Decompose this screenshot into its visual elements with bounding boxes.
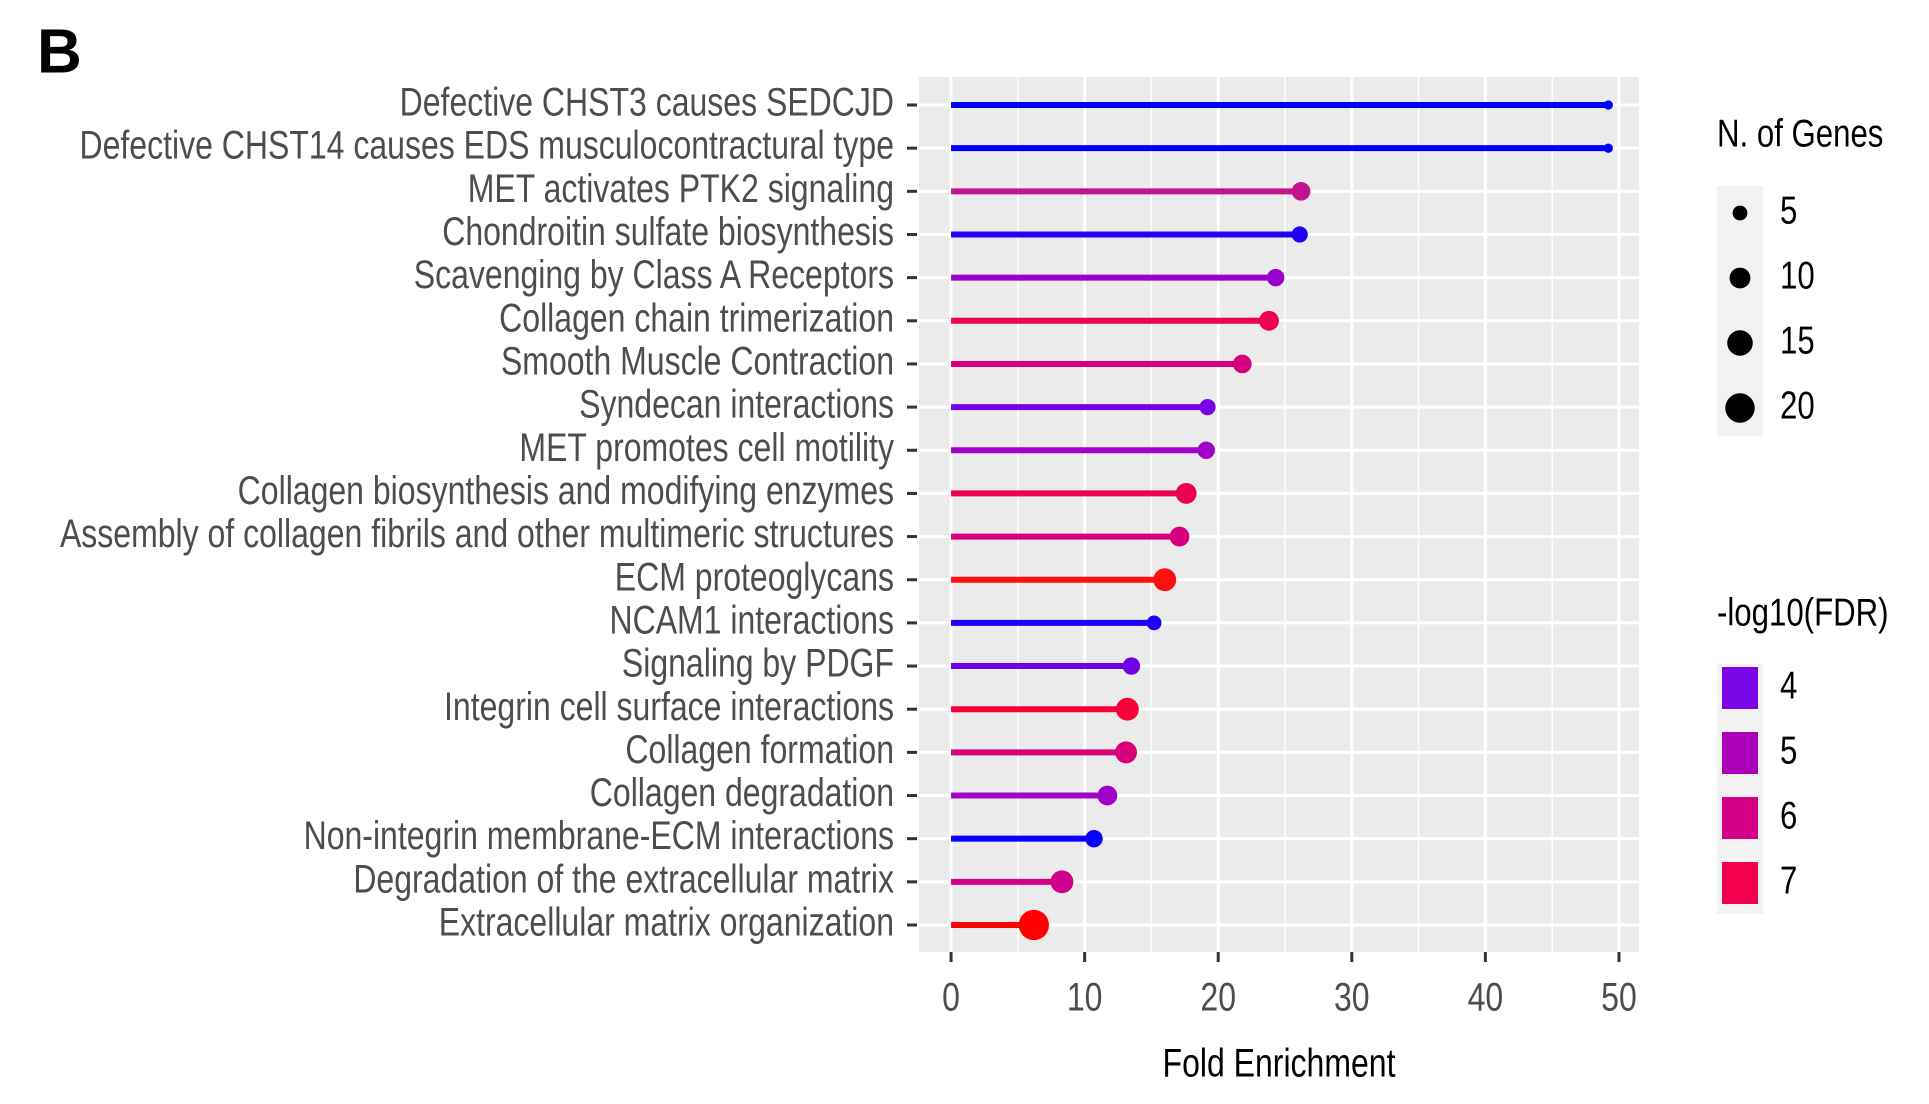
color-legend-title: -log10(FDR) <box>1717 591 1889 634</box>
y-tick-label: Collagen chain trimerization <box>499 295 894 340</box>
y-tick-label: Collagen biosynthesis and modifying enzy… <box>238 468 894 513</box>
lollipop-point <box>1266 268 1285 287</box>
color-legend-label: 4 <box>1780 664 1797 707</box>
panel-label: B <box>37 17 82 86</box>
lollipop-point <box>1085 829 1103 848</box>
lollipop-point <box>1115 697 1139 721</box>
y-tick-label: Collagen formation <box>625 726 894 771</box>
size-legend-dot <box>1725 393 1755 423</box>
lollipop-point <box>1115 741 1137 764</box>
x-tick-label: 10 <box>1067 974 1103 1019</box>
color-legend-label: 7 <box>1780 859 1797 902</box>
color-legend-label: 5 <box>1780 729 1797 772</box>
lollipop-point <box>1259 310 1279 331</box>
x-axis-label: Fold Enrichment <box>1163 1040 1396 1085</box>
lollipop-point <box>1197 441 1215 459</box>
size-legend-label: 5 <box>1780 189 1797 232</box>
lollipop-point <box>1199 399 1216 416</box>
y-tick-label: NCAM1 interactions <box>609 597 894 642</box>
lollipop-point <box>1122 657 1141 675</box>
y-tick-label: Non-integrin membrane-ECM interactions <box>304 813 894 858</box>
lollipop-point <box>1153 568 1177 592</box>
lollipop-point <box>1291 181 1311 201</box>
lollipop-point <box>1603 100 1613 110</box>
y-tick-label: Assembly of collagen fibrils and other m… <box>60 511 894 556</box>
x-tick-label: 50 <box>1601 974 1637 1019</box>
y-tick-label: Signaling by PDGF <box>622 640 894 685</box>
lollipop-point <box>1097 785 1118 806</box>
y-tick-label: Degradation of the extracellular matrix <box>353 856 894 901</box>
size-legend-label: 15 <box>1780 319 1815 362</box>
lollipop-point <box>1050 870 1074 894</box>
color-legend-dot <box>1727 675 1753 701</box>
lollipop-point <box>1146 615 1162 631</box>
y-tick-label: Defective CHST14 causes EDS musculocontr… <box>79 122 894 167</box>
lollipop-point <box>1291 226 1308 243</box>
y-tick-label: Integrin cell surface interactions <box>444 683 894 728</box>
y-tick-label: Syndecan interactions <box>579 381 894 426</box>
size-legend-title: N. of Genes <box>1717 112 1883 155</box>
y-tick-label: Smooth Muscle Contraction <box>501 338 894 383</box>
lollipop-point <box>1175 482 1197 504</box>
y-tick-label: MET promotes cell motility <box>519 424 894 469</box>
y-tick-label: Collagen degradation <box>590 770 894 815</box>
y-tick-label: Scavenging by Class A Receptors <box>414 252 894 297</box>
size-legend-dot <box>1727 330 1753 356</box>
size-legend-label: 10 <box>1780 254 1815 297</box>
y-tick-label: Defective CHST3 causes SEDCJD <box>400 79 894 124</box>
y-tick-label: Chondroitin sulfate biosynthesis <box>442 209 894 254</box>
x-tick-label: 30 <box>1334 974 1370 1019</box>
size-legend-dot <box>1732 205 1748 221</box>
lollipop-point <box>1169 526 1190 547</box>
x-tick-label: 40 <box>1468 974 1504 1019</box>
color-legend-dot <box>1727 805 1753 831</box>
color-legend-label: 6 <box>1780 794 1797 837</box>
lollipop-point <box>1018 909 1050 941</box>
x-tick-label: 0 <box>942 974 960 1019</box>
y-tick-label: MET activates PTK2 signaling <box>468 165 894 210</box>
lollipop-point <box>1232 354 1252 374</box>
panel-background <box>919 77 1639 952</box>
y-tick-label: ECM proteoglycans <box>615 554 894 599</box>
y-tick-label: Extracellular matrix organization <box>439 899 894 944</box>
x-tick-label: 20 <box>1200 974 1236 1019</box>
lollipop-point <box>1603 143 1613 153</box>
size-legend-label: 20 <box>1780 384 1815 427</box>
color-legend-dot <box>1727 870 1753 896</box>
size-legend-dot <box>1729 267 1751 289</box>
color-legend-dot <box>1727 740 1753 766</box>
